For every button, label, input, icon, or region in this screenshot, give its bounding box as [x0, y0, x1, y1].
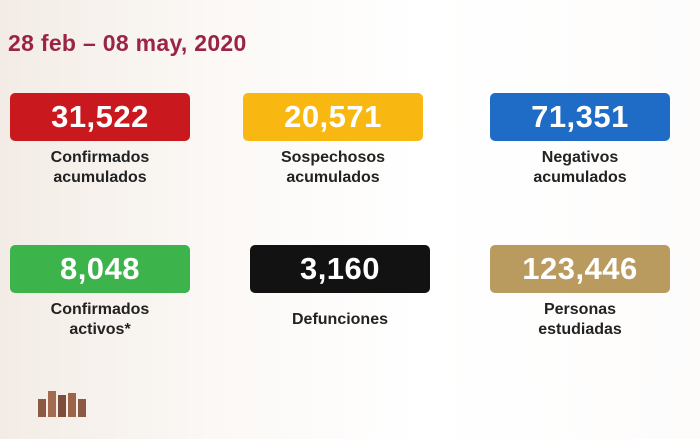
label-line: Confirmados: [50, 149, 150, 166]
label-line: Confirmados: [50, 301, 150, 318]
stat-card: 123,446: [490, 245, 670, 293]
label-line: acumulados: [286, 169, 380, 186]
label-line: Personas: [543, 301, 617, 318]
stat-label: Confirmados activos*: [0, 300, 210, 340]
stat-card: 3,160: [250, 245, 430, 293]
stat-label: Defunciones: [230, 310, 450, 330]
label-line: activos*: [69, 321, 131, 338]
label-line: acumulados: [53, 169, 147, 186]
stat-label: Confirmados acumulados: [0, 148, 210, 188]
logo: [38, 391, 86, 417]
date-range-title: 28 feb – 08 may, 2020: [8, 30, 247, 56]
stat-card: 8,048: [10, 245, 190, 293]
label-line: Sospechosos: [280, 149, 386, 166]
label-line: Negativos: [541, 149, 619, 166]
stat-card: 20,571: [243, 93, 423, 141]
stat-card: 71,351: [490, 93, 670, 141]
stat-card: 31,522: [10, 93, 190, 141]
label-line: estudiadas: [538, 321, 622, 338]
stat-label: Negativos acumulados: [470, 148, 690, 188]
label-line: acumulados: [533, 169, 627, 186]
stat-label: Sospechosos acumulados: [223, 148, 443, 188]
stat-label: Personas estudiadas: [470, 300, 690, 340]
label-line: Defunciones: [291, 311, 388, 328]
